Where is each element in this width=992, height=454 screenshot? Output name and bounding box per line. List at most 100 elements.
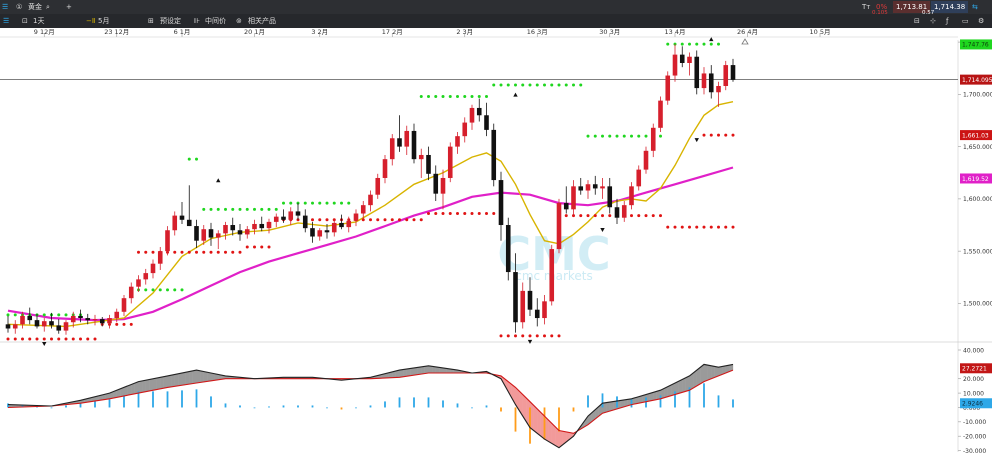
candle[interactable] <box>92 314 98 326</box>
candle[interactable] <box>27 307 33 325</box>
candle[interactable] <box>266 218 272 234</box>
candle[interactable] <box>339 214 344 230</box>
candle[interactable] <box>411 123 417 164</box>
candle[interactable] <box>592 175 598 195</box>
candle[interactable] <box>730 58 736 82</box>
candle[interactable] <box>143 268 149 285</box>
candle[interactable] <box>556 198 562 254</box>
candle[interactable] <box>259 216 265 232</box>
price-pane[interactable]: 1,750.0001,700.0001,650.0001,600.0001,55… <box>0 37 992 452</box>
candle[interactable] <box>687 52 692 76</box>
candle[interactable] <box>41 318 47 332</box>
candle[interactable] <box>484 102 489 137</box>
preset-button[interactable]: 预设定 <box>160 17 181 25</box>
candle[interactable] <box>179 202 185 224</box>
candle[interactable] <box>107 314 112 329</box>
candle[interactable] <box>534 298 540 327</box>
candle[interactable] <box>353 209 359 227</box>
candle[interactable] <box>404 125 410 155</box>
alert-marker-icon[interactable] <box>741 38 749 45</box>
candle[interactable] <box>571 180 576 216</box>
candle[interactable] <box>672 44 678 82</box>
candle[interactable] <box>34 313 40 329</box>
candle[interactable] <box>281 209 286 223</box>
candle[interactable] <box>585 180 591 199</box>
text-size-icon[interactable]: Tт <box>862 3 871 11</box>
candle[interactable] <box>121 295 127 316</box>
candle[interactable] <box>12 320 18 334</box>
candle[interactable] <box>85 313 91 325</box>
candle[interactable] <box>491 123 497 187</box>
candle[interactable] <box>513 253 518 333</box>
candle[interactable] <box>5 315 11 333</box>
candle[interactable] <box>476 98 482 122</box>
layout-icon[interactable]: ▭ <box>962 17 969 25</box>
candle[interactable] <box>360 200 366 219</box>
candle[interactable] <box>665 71 671 105</box>
candle[interactable] <box>716 81 721 107</box>
candle[interactable] <box>636 165 642 191</box>
candle[interactable] <box>56 319 62 334</box>
macd-pane[interactable]: 40.000 20.000 10.000 0.000 -10.000 -20.000 -30… <box>7 347 992 454</box>
candle[interactable] <box>679 46 685 68</box>
candle[interactable] <box>549 244 555 306</box>
add-tab-icon[interactable]: + <box>66 3 72 11</box>
candle[interactable] <box>614 198 620 224</box>
candle[interactable] <box>136 275 141 292</box>
candle[interactable] <box>520 282 526 329</box>
candle[interactable] <box>375 173 381 199</box>
candle[interactable] <box>426 146 431 181</box>
range-select[interactable]: 5月 <box>98 17 110 25</box>
candle[interactable] <box>331 219 337 237</box>
candles[interactable] <box>5 44 736 335</box>
candle[interactable] <box>723 60 729 91</box>
buy-price-button[interactable]: 1,714.38 <box>931 1 969 13</box>
candle[interactable] <box>223 221 228 240</box>
crosshair-icon[interactable]: ⊹ <box>930 17 936 25</box>
candle[interactable] <box>49 312 54 329</box>
candle[interactable] <box>382 154 388 184</box>
candle[interactable] <box>237 223 243 241</box>
trade-icon[interactable]: ⇆ <box>972 3 978 11</box>
candle[interactable] <box>172 211 178 236</box>
candle[interactable] <box>505 217 511 281</box>
candle[interactable] <box>418 148 424 178</box>
candle[interactable] <box>658 96 663 132</box>
candle[interactable] <box>607 177 613 214</box>
candle[interactable] <box>288 207 294 226</box>
candle[interactable] <box>498 171 504 241</box>
candle[interactable] <box>527 277 533 316</box>
candle[interactable] <box>20 311 25 329</box>
candle[interactable] <box>694 50 700 95</box>
candle[interactable] <box>302 209 308 233</box>
candle[interactable] <box>78 309 83 323</box>
candle[interactable] <box>157 246 163 270</box>
candle[interactable] <box>70 311 76 328</box>
candle[interactable] <box>708 65 714 99</box>
candle[interactable] <box>629 182 634 210</box>
candle[interactable] <box>317 228 323 241</box>
candle[interactable] <box>99 317 105 327</box>
candle[interactable] <box>447 142 453 183</box>
candle[interactable] <box>701 67 707 95</box>
candle[interactable] <box>600 177 605 199</box>
chart-menu-icon[interactable]: ☰ <box>3 17 10 25</box>
candle[interactable] <box>643 146 649 174</box>
candle[interactable] <box>63 320 69 335</box>
candle[interactable] <box>563 186 569 214</box>
candle[interactable] <box>273 213 279 228</box>
related-products-button[interactable]: 相关产品 <box>248 17 276 25</box>
candle[interactable] <box>230 217 236 236</box>
candle[interactable] <box>621 200 627 222</box>
candle[interactable] <box>397 115 402 152</box>
indicator-icon[interactable]: ƒ <box>946 17 949 25</box>
candle[interactable] <box>244 226 250 239</box>
mid-price-button[interactable]: 中间价 <box>205 17 226 25</box>
candle[interactable] <box>114 308 120 323</box>
candle[interactable] <box>128 282 134 304</box>
candle[interactable] <box>578 177 584 195</box>
candle[interactable] <box>215 230 221 250</box>
candle[interactable] <box>389 134 395 166</box>
candle[interactable] <box>455 131 460 154</box>
chart-area[interactable]: 9 12月 23 12月 6 1月 20 1月 3 2月 17 2月 2 3月 16 3月 30… <box>0 28 992 454</box>
